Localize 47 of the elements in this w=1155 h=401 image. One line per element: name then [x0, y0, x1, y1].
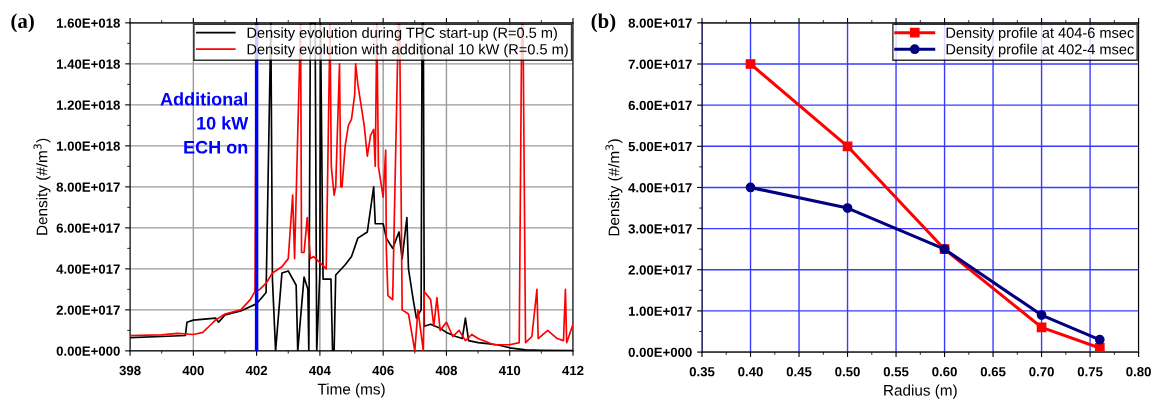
x-tick-label: 0.70 [1029, 367, 1054, 377]
legend-label: Density profile at 404-6 msec [946, 27, 1134, 41]
y-axis-title: Density (#/m$^{3}$) [605, 139, 623, 236]
x-tick-label: 398 [119, 365, 141, 376]
x-tick-label: 408 [435, 365, 458, 376]
y-tick-label: 1.20E+018 [56, 100, 120, 110]
x-tick-label: 0.65 [980, 367, 1006, 377]
x-tick-label: 0.80 [1126, 367, 1151, 377]
x-axis-title: Time (ms) [317, 383, 385, 398]
y-axis-title: Density (#/m$^{3}$) [33, 138, 51, 235]
y-tick-label: 2.00E+017 [628, 265, 692, 275]
x-tick-label: 402 [245, 365, 268, 376]
y-tick-label: 8.00E+017 [56, 182, 120, 192]
legend-label: Density evolution with additional 10 kW (R=0.5 m) [247, 43, 568, 58]
y-tick-label: 0.00E+000 [56, 346, 120, 356]
y-tick-label: 2.00E+017 [56, 305, 120, 315]
y-tick-label: 1.40E+018 [56, 59, 120, 69]
y-tick-label: 6.00E+017 [56, 223, 120, 233]
y-tick-label: 7.00E+017 [628, 59, 692, 69]
legend-label: Density profile at 402-4 msec [946, 43, 1134, 58]
ref-line-label: Additional 10 kW ECH on [160, 92, 249, 154]
x-tick-label: 412 [562, 365, 584, 376]
x-tick-label: 0.45 [786, 367, 812, 377]
y-tick-label: 5.00E+017 [628, 141, 692, 152]
x-tick-label: 0.60 [932, 367, 957, 377]
y-tick-label: 1.00E+017 [628, 306, 692, 316]
x-tick-label: 406 [372, 365, 394, 376]
x-tick-label: 410 [498, 365, 521, 376]
x-tick-label: 404 [309, 365, 331, 376]
x-tick-label: 0.35 [689, 367, 715, 377]
y-tick-label: 1.00E+018 [56, 141, 120, 151]
y-tick-label: 4.00E+017 [628, 183, 692, 193]
chart-title: (b) [591, 13, 616, 33]
x-axis-title: Radius (m) [884, 384, 957, 399]
y-tick-label: 0.00E+000 [628, 347, 692, 357]
legend-label: Density evolution during TPC start-up (R=0.5 m) [247, 27, 557, 41]
chart-title: (a) [11, 13, 34, 33]
x-tick-label: 0.40 [738, 367, 763, 377]
x-tick-label: 0.75 [1077, 367, 1103, 377]
y-tick-label: 6.00E+017 [628, 100, 692, 111]
y-tick-label: 8.00E+017 [628, 18, 692, 28]
x-tick-label: 400 [182, 365, 204, 376]
y-tick-label: 1.60E+018 [56, 18, 120, 28]
x-tick-label: 0.50 [835, 367, 860, 377]
y-tick-label: 4.00E+017 [56, 264, 120, 274]
x-tick-label: 0.55 [883, 367, 909, 377]
y-tick-label: 3.00E+017 [628, 224, 692, 234]
